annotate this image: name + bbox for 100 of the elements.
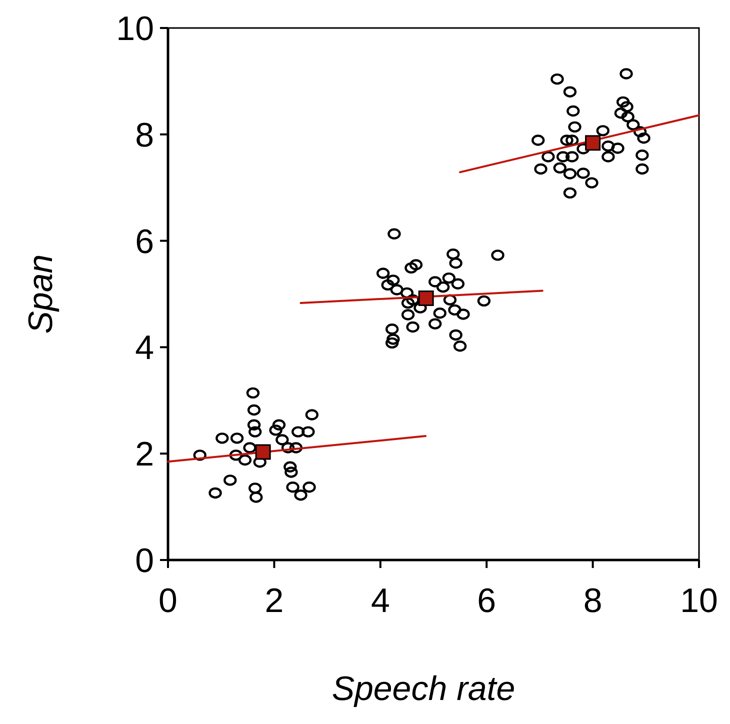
point <box>276 434 289 446</box>
point <box>247 404 261 416</box>
point <box>400 287 414 299</box>
point <box>243 442 256 454</box>
point <box>386 274 400 286</box>
point <box>230 432 244 444</box>
point <box>284 466 298 478</box>
point <box>401 297 415 309</box>
point <box>636 150 649 161</box>
point <box>626 119 640 130</box>
point <box>576 168 590 179</box>
point <box>550 73 564 85</box>
point <box>401 309 415 320</box>
y-tick-label: 4 <box>135 329 154 368</box>
point <box>376 268 390 279</box>
point <box>289 442 303 454</box>
point <box>449 329 462 341</box>
point <box>248 426 262 438</box>
point <box>636 163 649 175</box>
point <box>534 163 548 175</box>
point <box>247 419 261 430</box>
point <box>585 135 601 151</box>
point <box>565 151 579 162</box>
x-axis-title: Speech rate <box>332 670 516 708</box>
point <box>442 272 456 284</box>
point <box>611 142 624 154</box>
x-tick-label: 8 <box>583 582 602 620</box>
point <box>385 324 399 335</box>
point <box>305 409 318 420</box>
point <box>428 318 442 330</box>
point <box>621 111 634 122</box>
point <box>456 308 470 320</box>
point <box>238 454 252 466</box>
x-tick-label: 4 <box>370 582 390 620</box>
point <box>193 450 206 461</box>
point <box>568 121 582 133</box>
point <box>566 105 580 117</box>
point <box>560 134 574 146</box>
y-axis-title: Span <box>22 254 60 334</box>
point <box>224 474 237 486</box>
point <box>448 304 462 316</box>
point <box>620 101 634 112</box>
point <box>388 228 401 240</box>
point <box>386 334 400 345</box>
point <box>491 250 504 261</box>
point <box>255 444 271 460</box>
point <box>532 134 545 146</box>
point <box>284 461 297 472</box>
point <box>428 276 442 288</box>
point <box>291 426 305 438</box>
point <box>385 337 399 349</box>
point <box>637 132 650 144</box>
point <box>406 294 420 306</box>
point <box>602 151 615 162</box>
point <box>620 68 633 80</box>
point <box>565 134 579 146</box>
y-tick-label: 10 <box>116 10 154 48</box>
x-tick-label: 6 <box>477 582 496 620</box>
point <box>576 143 590 154</box>
point <box>216 432 229 444</box>
point <box>404 262 418 274</box>
x-tick-label: 2 <box>264 582 284 620</box>
point <box>602 140 615 152</box>
point <box>449 258 462 269</box>
point <box>585 177 598 188</box>
point <box>248 482 262 494</box>
point <box>553 162 566 174</box>
point <box>286 482 300 493</box>
point <box>443 294 457 306</box>
point <box>381 279 394 291</box>
point <box>250 492 263 503</box>
point <box>409 259 423 270</box>
point <box>596 125 610 136</box>
y-tick-label: 8 <box>135 116 154 154</box>
point <box>294 489 308 501</box>
y-tick-label: 6 <box>135 222 154 261</box>
x-tick-label: 0 <box>158 582 178 620</box>
point <box>451 278 465 290</box>
point <box>616 96 630 108</box>
point <box>414 302 427 314</box>
x-tick-label: 10 <box>680 582 718 620</box>
point <box>477 295 491 307</box>
point <box>406 321 420 333</box>
point <box>302 482 316 493</box>
point <box>542 151 555 162</box>
point <box>418 290 434 306</box>
point <box>556 151 570 162</box>
point <box>436 281 450 293</box>
y-tick-label: 0 <box>135 542 154 580</box>
point <box>453 340 467 352</box>
point <box>229 450 243 461</box>
point <box>269 424 282 436</box>
point <box>563 187 577 199</box>
point <box>272 419 286 430</box>
point <box>281 442 295 454</box>
point <box>253 456 266 468</box>
point <box>563 168 577 180</box>
point <box>246 387 260 399</box>
point <box>633 126 647 138</box>
point <box>433 308 446 319</box>
